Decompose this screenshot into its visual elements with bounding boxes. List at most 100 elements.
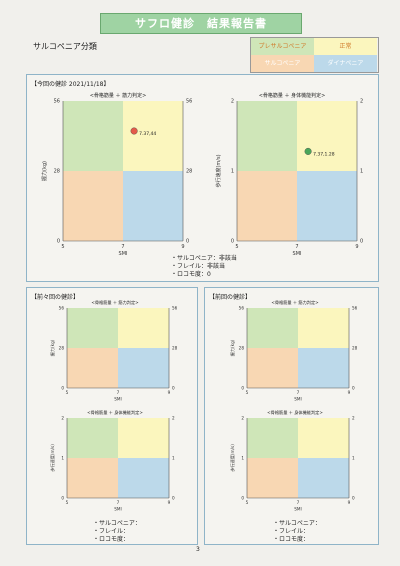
previous2-strength-chart: <骨格筋量 ＋ 筋力判定> 0 28 56 0 28 56 5 7 9 SMI 握力(kg) [49, 299, 178, 401]
quadrant-dynapenia [297, 171, 357, 241]
y-tick-right: 1 [172, 456, 175, 461]
y-tick-left: 28 [239, 346, 245, 351]
summary-sarcopenia: ・サルコペニア： [273, 520, 321, 527]
summary-frailty: ・フレイル： [93, 528, 130, 535]
previous2-exam-panel: 【前々回の健診】 <骨格筋量 ＋ 筋力判定> 0 28 56 0 28 56 5 7 9 SMI 握力… [26, 287, 198, 545]
y-tick-right: 1 [352, 456, 355, 461]
y-tick-left: 56 [239, 306, 245, 311]
x-tick: 5 [66, 390, 69, 395]
summary-locomo: ・ロコモ度： [93, 536, 130, 543]
x-tick: 9 [348, 390, 351, 395]
quadrant-sarcopenia [67, 458, 118, 498]
quadrant-sarcopenia [247, 458, 298, 498]
y-tick-right: 0 [172, 386, 175, 391]
quadrant-normal [123, 101, 183, 171]
y-tick-left: 56 [54, 99, 60, 105]
quadrant-dynapenia [123, 171, 183, 241]
quadrant-normal [298, 418, 349, 458]
quadrant-presarcopenia [237, 101, 297, 171]
data-point [130, 127, 138, 135]
chart-title: <骨格筋量 ＋ 身体機能判定> [87, 409, 143, 416]
x-axis-label: SMI [119, 251, 128, 257]
x-tick: 7 [117, 500, 120, 505]
data-point-label: 7.37,44 [139, 131, 156, 137]
current-exam-label: 【今回の健診 2021/11/18】 [31, 81, 110, 88]
y-tick-left: 2 [61, 416, 64, 421]
y-tick-left: 0 [241, 386, 244, 391]
legend-presarcopenia: プレサルコペニア [251, 38, 314, 55]
quadrant-presarcopenia [247, 308, 298, 348]
classification-legend: プレサルコペニア 正常 サルコペニア ダイナペニア [250, 37, 379, 73]
y-axis-label: 握力(kg) [41, 161, 48, 181]
x-tick: 5 [246, 500, 249, 505]
y-tick-right: 0 [352, 386, 355, 391]
y-tick-right: 2 [352, 416, 355, 421]
report-title: サフロ健診 結果報告書 [100, 13, 302, 34]
x-tick: 5 [61, 244, 64, 250]
quadrant-normal [118, 418, 169, 458]
y-axis-label: 握力(kg) [49, 339, 56, 356]
x-axis-label: SMI [293, 251, 302, 257]
y-tick-right: 28 [186, 169, 192, 175]
y-tick-left: 1 [241, 456, 244, 461]
previous2-summary: ・サルコペニア： ・フレイル： ・ロコモ度： [93, 520, 141, 544]
y-tick-left: 1 [61, 456, 64, 461]
x-tick: 7 [295, 244, 298, 250]
summary-frailty: ・フレイル：非該当 [171, 263, 226, 270]
y-axis-label: 握力(kg) [229, 339, 236, 356]
legend-normal: 正常 [314, 38, 377, 55]
x-tick: 7 [121, 244, 124, 250]
y-tick-right: 28 [172, 346, 178, 351]
previous2-exam-label: 【前々回の健診】 [31, 294, 80, 301]
summary-locomo: ・ロコモ度：0 [171, 271, 211, 278]
summary-frailty: ・フレイル： [273, 528, 310, 535]
quadrant-dynapenia [298, 458, 349, 498]
y-tick-left: 28 [59, 346, 65, 351]
y-tick-right: 0 [186, 239, 189, 245]
x-tick: 9 [181, 244, 184, 250]
y-tick-right: 1 [360, 169, 363, 175]
summary-locomo: ・ロコモ度： [273, 536, 310, 543]
quadrant-sarcopenia [67, 348, 118, 388]
chart-title: <骨格筋量 ＋ 身体機能判定> [259, 92, 326, 99]
x-tick: 9 [168, 500, 171, 505]
y-tick-left: 0 [61, 496, 64, 501]
y-tick-right: 0 [172, 496, 175, 501]
previous1-summary: ・サルコペニア： ・フレイル： ・ロコモ度： [273, 520, 321, 544]
quadrant-presarcopenia [247, 418, 298, 458]
y-tick-left: 0 [61, 386, 64, 391]
y-tick-right: 2 [172, 416, 175, 421]
page-number: 3 [196, 546, 200, 553]
x-tick: 7 [117, 390, 120, 395]
y-tick-left: 2 [231, 99, 234, 105]
x-tick: 7 [297, 500, 300, 505]
chart-title: <骨格筋量 ＋ 筋力判定> [271, 299, 319, 306]
current-exam-panel: 【今回の健診 2021/11/18】 <骨格筋量 ＋ 筋力判定> 0 28 56 0 28… [26, 74, 379, 282]
y-tick-right: 2 [360, 99, 363, 105]
y-tick-left: 2 [241, 416, 244, 421]
summary-sarcopenia: ・サルコペニア：非該当 [171, 255, 237, 262]
y-tick-right: 28 [352, 346, 358, 351]
y-tick-left: 1 [231, 169, 234, 175]
x-tick: 9 [168, 390, 171, 395]
y-tick-left: 0 [57, 239, 60, 245]
current-summary: ・サルコペニア：非該当 ・フレイル：非該当 ・ロコモ度：0 [171, 255, 237, 279]
quadrant-dynapenia [118, 458, 169, 498]
quadrant-normal [298, 308, 349, 348]
previous1-strength-chart: <骨格筋量 ＋ 筋力判定> 0 28 56 0 28 56 5 7 9 SMI 握力(kg) [229, 299, 358, 401]
x-tick: 9 [355, 244, 358, 250]
y-tick-left: 56 [59, 306, 65, 311]
x-tick: 5 [235, 244, 238, 250]
x-tick: 5 [66, 500, 69, 505]
quadrant-sarcopenia [63, 171, 123, 241]
x-axis-label: SMI [294, 396, 302, 401]
quadrant-presarcopenia [63, 101, 123, 171]
quadrant-normal [297, 101, 357, 171]
y-tick-right: 56 [172, 306, 178, 311]
x-axis-label: SMI [294, 506, 302, 511]
y-tick-right: 56 [186, 99, 192, 105]
y-axis-label: 歩行速度(m/s) [229, 444, 236, 472]
y-tick-left: 0 [241, 496, 244, 501]
x-tick: 5 [246, 390, 249, 395]
previous2-function-chart: <骨格筋量 ＋ 身体機能判定> 0 1 2 0 1 2 5 7 9 SMI 歩行速度(m/s) [49, 409, 175, 511]
